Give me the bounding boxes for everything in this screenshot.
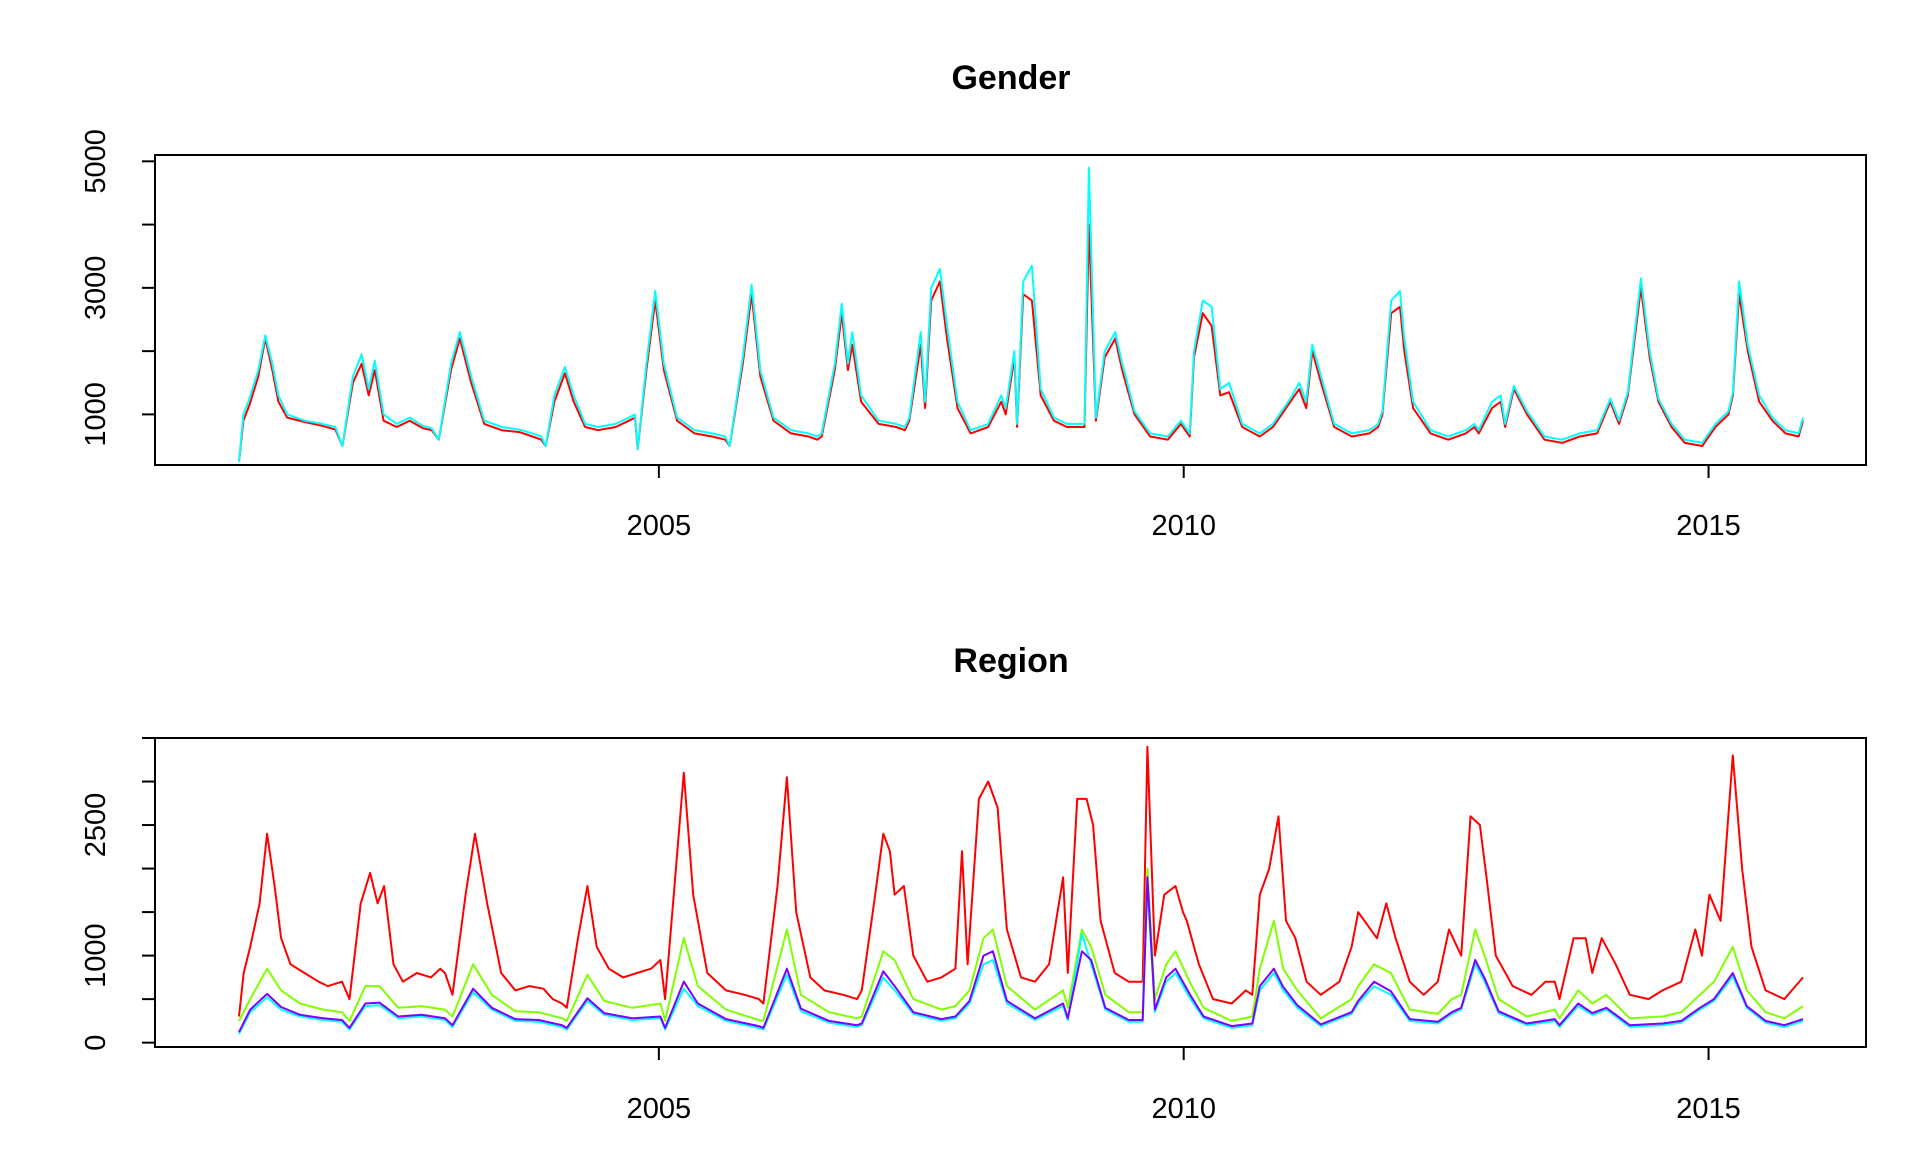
region-x-tick-label-2010: 2010 xyxy=(1151,1093,1216,1125)
gender-y-tick-label-5000: 5000 xyxy=(80,129,112,194)
gender-y-tick-label-3000: 3000 xyxy=(80,256,112,321)
region-chart-title: Region xyxy=(953,642,1068,680)
gender-x-tick-label-2015: 2015 xyxy=(1676,510,1741,542)
region-plot-frame xyxy=(154,737,1867,1048)
gender-y-tick-label-1000: 1000 xyxy=(80,382,112,447)
region-y-axis: 0 1000 2500 xyxy=(80,737,155,1051)
region-series-line-2 xyxy=(238,867,1804,1022)
gender-plot-frame xyxy=(154,154,1867,466)
gender-x-axis: 2005 2010 2015 xyxy=(627,465,1741,542)
gender-series-line-2 xyxy=(238,166,1804,462)
region-panel: Region 2005 2010 2015 0 1000 2500 xyxy=(80,642,1867,1125)
region-x-tick-label-2005: 2005 xyxy=(627,1093,692,1125)
region-y-tick-label-0: 0 xyxy=(80,1035,112,1051)
region-series-line-1 xyxy=(238,745,1804,1017)
region-x-axis: 2005 2010 2015 xyxy=(627,1047,1741,1125)
region-series-lines xyxy=(238,745,1804,1035)
region-series-line-4 xyxy=(238,876,1804,1033)
gender-chart-title: Gender xyxy=(951,59,1070,97)
gender-x-tick-label-2005: 2005 xyxy=(627,510,692,542)
gender-panel: Gender 2005 2010 2015 1000 3000 5000 xyxy=(80,59,1867,542)
region-x-tick-label-2015: 2015 xyxy=(1676,1093,1741,1125)
gender-x-tick-label-2010: 2010 xyxy=(1151,510,1216,542)
gender-y-axis: 1000 3000 5000 xyxy=(80,129,155,447)
gender-series-lines xyxy=(238,166,1804,462)
region-y-tick-label-1000: 1000 xyxy=(80,923,112,988)
region-y-tick-label-2500: 2500 xyxy=(80,793,112,858)
